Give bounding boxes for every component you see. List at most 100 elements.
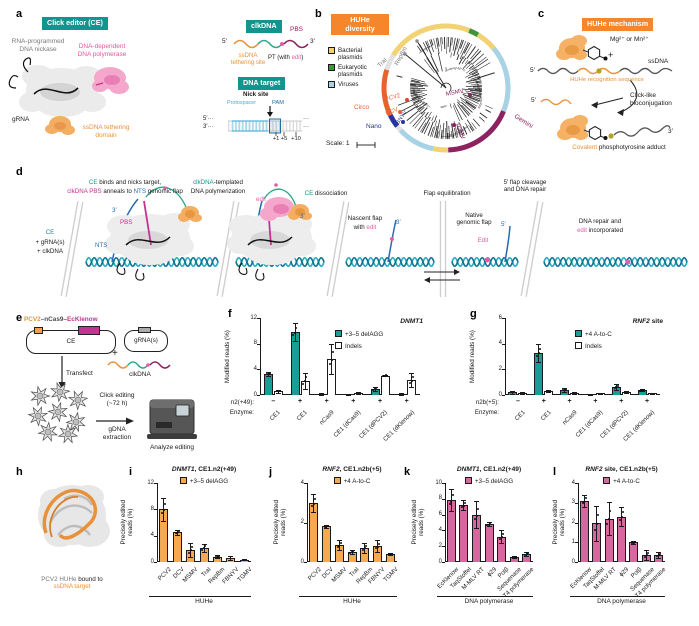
transfect-arrow-icon [58,356,66,389]
line [431,120,437,138]
dot [524,553,527,556]
tlab: 8 [438,495,442,502]
click-bioconjugation-label: Click-like bioconjugation [630,92,672,107]
click-editor-banner: Click editor (CE) [42,17,108,30]
panel-c-label: c [538,8,545,20]
step1-text: binds and nicks target, [97,179,162,186]
line [451,67,456,70]
final-edit: edit [576,227,587,234]
dot [332,351,335,354]
final-line2: edit incorporated [556,227,644,234]
sign: + [377,398,383,405]
eukaryotic-label: Eukaryotic plasmids [338,64,367,79]
tlab: 8 [150,505,154,512]
ylab: Precisely edited reads (%) [119,500,135,545]
target-dots-top: ··· [303,116,309,122]
sw [464,477,472,484]
line [485,109,492,113]
caption-ssdna: ssDNA target [53,583,91,591]
line [465,101,476,110]
line [462,67,466,71]
line [451,130,453,139]
line [458,56,464,65]
span: +3–5 delAGG [345,331,384,338]
circle [398,110,402,114]
cap [161,520,167,522]
line [465,66,476,74]
sign: + [645,398,650,405]
g [60,201,84,297]
cap [536,343,542,345]
path [432,146,449,153]
nascent-flap-line1: Nascent flap [347,215,383,222]
dot [613,387,616,390]
line [410,85,424,88]
scale-bar-icon [356,142,376,148]
cap [473,528,479,530]
dot [164,503,167,506]
cap [302,373,308,375]
step1-ce: CE [88,179,98,186]
editing-mechanism-cartoon [60,183,688,297]
bar [172,532,182,562]
line [411,94,428,100]
grna-plasmid: gRNA(s) [124,330,168,352]
cap [649,394,655,396]
line [462,60,471,69]
dot [641,389,644,392]
protospacer-label: Protospacer [227,100,257,106]
tick [257,395,260,396]
cap [656,558,662,560]
polymerase-blob [92,67,129,94]
path [468,28,480,38]
line [451,37,454,46]
step3-dissociation: dissociation [313,190,348,197]
clade-nano: Nano [366,123,382,130]
dot [203,547,206,550]
span: , CE1.n2(+49) [194,466,237,473]
dot [390,552,393,555]
line [427,121,434,136]
circle [74,396,82,404]
cap [631,543,637,545]
dot [352,550,355,553]
polymerase-label: DNA-dependent DNA polymerase [77,43,127,58]
cap [499,530,505,532]
dot [329,363,332,366]
dot [295,327,298,330]
tlab: 4 [498,340,502,347]
glab: DNA polymerase [464,598,514,605]
dot [190,545,193,548]
line [449,68,453,70]
cap [345,394,351,396]
cap [372,387,378,389]
cap [594,541,600,543]
line [463,43,473,59]
line [466,46,476,59]
err [548,389,550,393]
line [410,80,427,85]
dot [339,541,342,544]
cap [399,393,405,395]
glab: HUHe [343,598,361,605]
line [410,93,425,97]
ctitle: RNF2 site, CE1.n2b(+5) [546,466,697,473]
dot [539,347,542,350]
ellipse [166,236,194,256]
line [216,201,235,296]
final-line1: DNA repair and [578,218,622,225]
ylwrap: Modified reads (%) [220,318,234,395]
cap [241,560,247,562]
cap [631,540,637,542]
ellipse [128,231,168,249]
line [424,111,429,118]
cap [349,554,355,556]
edit-label: Edit [477,237,489,244]
dot [364,547,367,550]
line [410,89,421,92]
sw [603,477,611,484]
line [465,70,478,78]
line [435,69,439,75]
legend-eukaryotic: Eukaryotic plasmids [328,64,367,79]
tlab: 1 [571,538,575,545]
